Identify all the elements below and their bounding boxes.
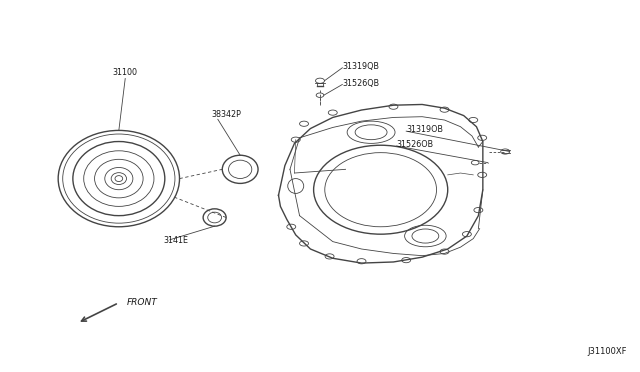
Text: 38342P: 38342P [211,110,241,119]
Text: 31319OB: 31319OB [406,125,444,134]
Text: 31100: 31100 [113,68,138,77]
Text: FRONT: FRONT [127,298,157,307]
Text: 3141E: 3141E [164,237,189,246]
Text: J31100XF: J31100XF [587,347,627,356]
Text: 31319QB: 31319QB [342,62,380,71]
Text: 31526QB: 31526QB [342,79,380,88]
Text: 31526OB: 31526OB [397,140,434,149]
